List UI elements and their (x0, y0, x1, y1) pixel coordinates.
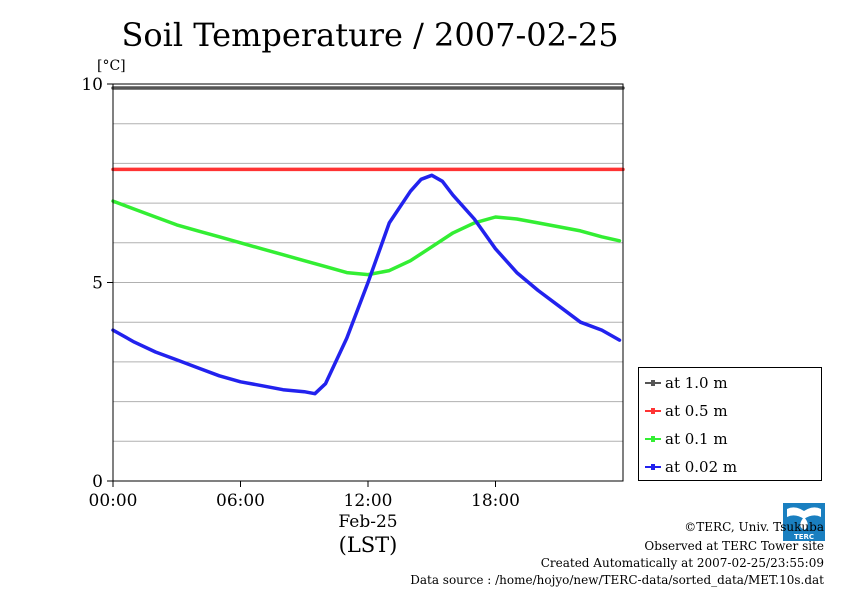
legend-item-0-5m: at 0.5 m (645, 401, 728, 421)
chart-title: Soil Temperature / 2007-02-25 (121, 16, 618, 54)
chart-legend: at 1.0 m at 0.5 m at 0.1 m at 0.02 m (638, 367, 822, 481)
legend-swatch-0-5m (645, 408, 661, 414)
series-line-3 (111, 173, 622, 396)
legend-item-0-02m: at 0.02 m (645, 457, 737, 477)
footer-copyright: ©TERC, Univ. Tsukuba (684, 520, 824, 534)
x-tick-label: 18:00 (471, 491, 520, 511)
series-lines (111, 86, 625, 396)
x-axis-ticks: 00:00 06:00 12:00 18:00 (89, 481, 520, 511)
x-tick-label: 00:00 (89, 491, 138, 511)
legend-label-0-5m: at 0.5 m (665, 402, 728, 420)
x-tick-label: 12:00 (344, 491, 393, 511)
legend-swatch-0-02m (645, 464, 661, 470)
legend-item-1m: at 1.0 m (645, 373, 728, 393)
legend-label-0-1m: at 0.1 m (665, 430, 728, 448)
y-axis-ticks: 0 5 10 (81, 75, 113, 492)
series-line-2 (111, 199, 622, 277)
legend-swatch-0-1m (645, 436, 661, 442)
y-tick-label: 10 (81, 75, 103, 95)
logo-text: TERC (794, 533, 814, 541)
y-axis-unit-label: [°C] (97, 58, 126, 74)
terc-logo: TERC (783, 503, 825, 541)
x-axis-date-label: Feb-25 (338, 512, 397, 532)
legend-label-0-02m: at 0.02 m (665, 458, 738, 476)
y-tick-label: 0 (92, 472, 103, 492)
legend-swatch-1m (645, 380, 661, 386)
footer-source: Data source : /home/hojyo/new/TERC-data/… (410, 573, 824, 587)
legend-label-1m: at 1.0 m (665, 374, 728, 392)
y-tick-label: 5 (92, 274, 103, 294)
footer-created: Created Automatically at 2007-02-25/23:5… (540, 556, 824, 570)
legend-item-0-1m: at 0.1 m (645, 429, 728, 449)
x-axis-label: (LST) (339, 533, 398, 557)
x-tick-label: 06:00 (216, 491, 265, 511)
footer-observed: Observed at TERC Tower site (644, 539, 824, 553)
